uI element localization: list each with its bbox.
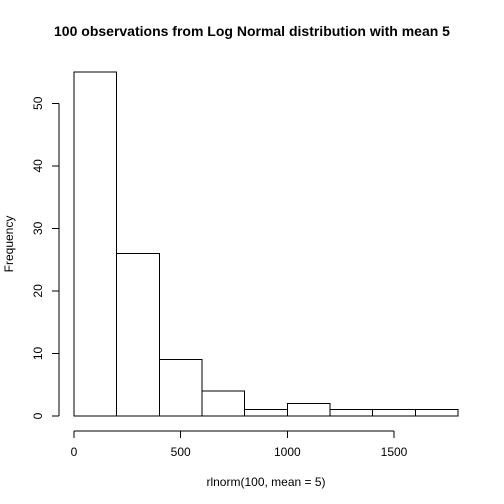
histogram-bar-1: [116, 252, 160, 417]
histogram-bar-2: [158, 359, 203, 417]
histogram-bar-6: [329, 409, 374, 417]
histogram-bar-0: [73, 71, 118, 417]
x-tick-label-1: 500: [171, 445, 191, 459]
x-axis-label: rlnorm(100, mean = 5): [206, 475, 325, 489]
y-axis-label: Frequency: [2, 216, 16, 273]
bars-layer: [73, 71, 459, 417]
y-tick-label-0: 0: [31, 412, 45, 419]
x-tick-label-2: 1000: [274, 445, 301, 459]
histogram-bar-7: [372, 409, 416, 417]
histogram-bar-8: [414, 409, 459, 417]
y-axis: 0 10 20 30 40 50: [31, 96, 60, 419]
y-tick-label-3: 30: [31, 221, 45, 235]
histogram-bar-5: [286, 402, 331, 417]
x-tick-label-0: 0: [71, 445, 78, 459]
histogram-bar-4: [244, 409, 288, 417]
chart-title: 100 observations from Log Normal distrib…: [54, 23, 450, 39]
y-tick-label-5: 50: [31, 96, 45, 110]
x-axis: 0 500 1000 1500: [71, 430, 408, 459]
y-tick-label-4: 40: [31, 159, 45, 173]
histogram-bar-3: [201, 390, 246, 417]
y-tick-label-1: 10: [31, 346, 45, 360]
x-tick-label-3: 1500: [381, 445, 408, 459]
y-tick-label-2: 20: [31, 284, 45, 298]
